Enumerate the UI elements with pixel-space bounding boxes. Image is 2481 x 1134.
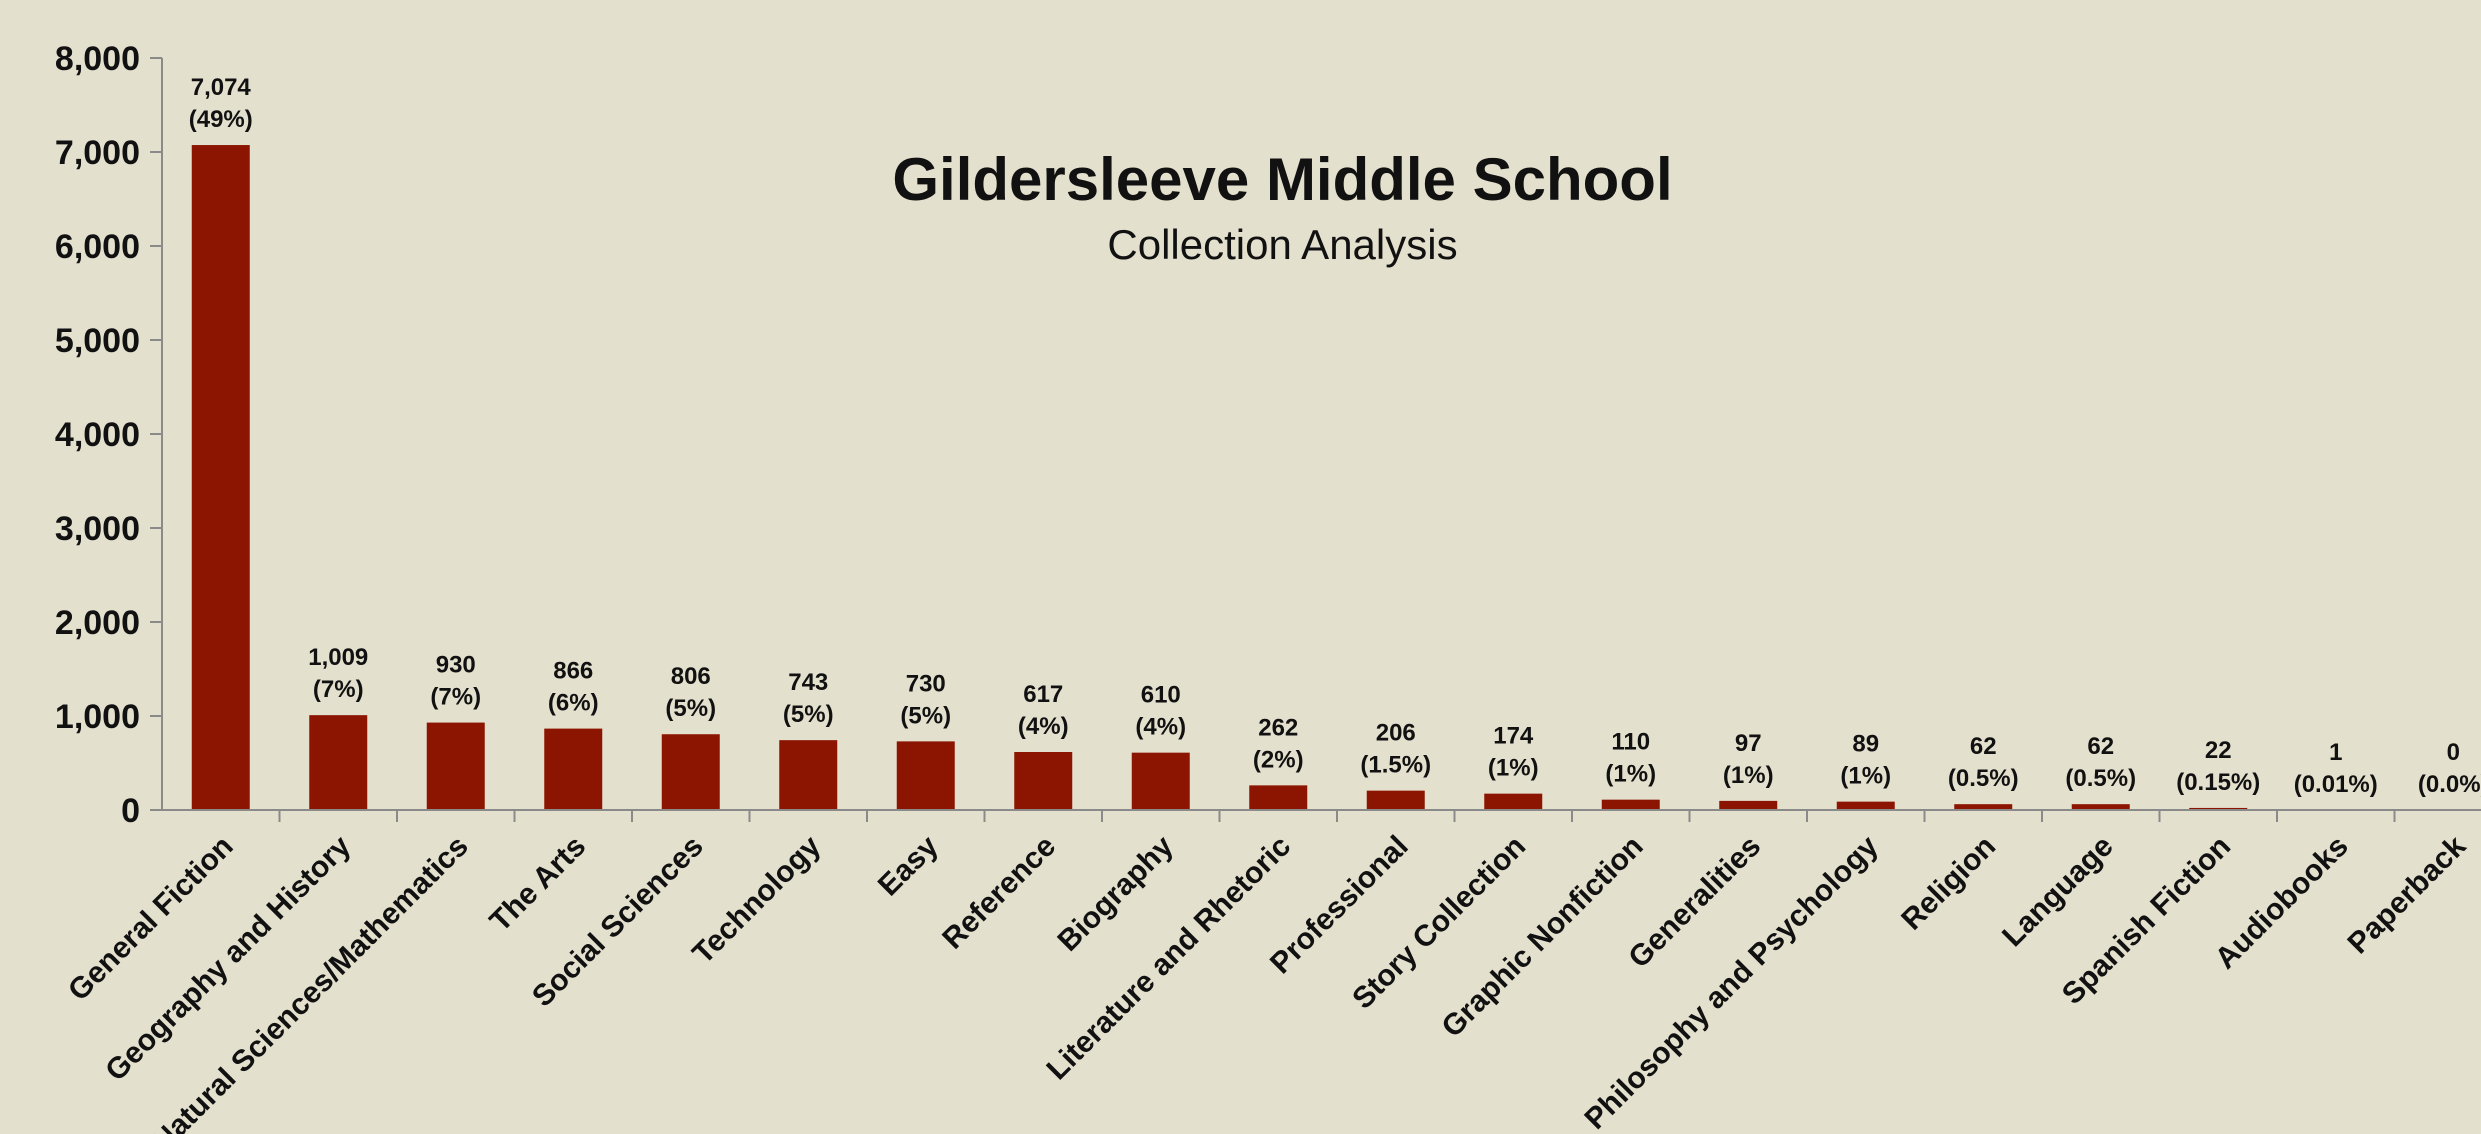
- y-tick-label: 6,000: [55, 228, 140, 266]
- data-label-value: 110: [1611, 729, 1650, 756]
- y-tick-label: 4,000: [55, 416, 140, 454]
- title-block: Gildersleeve Middle School Collection An…: [0, 150, 2481, 266]
- data-label-value: 1: [2329, 739, 2342, 766]
- y-tick-label: 7,000: [55, 134, 140, 172]
- y-tick-label: 8,000: [55, 40, 140, 78]
- data-label-value: 930: [436, 652, 476, 679]
- data-label-percent: (2%): [1253, 746, 1304, 773]
- bar: [1249, 785, 1308, 810]
- x-tick-label: Literature and Rhetoric: [1040, 830, 1297, 1087]
- bar: [309, 715, 368, 810]
- data-label-percent: (49%): [189, 106, 253, 133]
- bar: [896, 741, 955, 810]
- data-label-value: 89: [1852, 731, 1879, 758]
- data-label-value: 206: [1376, 720, 1416, 747]
- data-label-percent: (1.5%): [1360, 752, 1431, 779]
- data-label-value: 174: [1493, 723, 1534, 750]
- x-tick-label: Geography and History: [99, 829, 357, 1087]
- bar: [544, 728, 603, 810]
- bar: [1366, 790, 1425, 810]
- data-label-value: 1,009: [308, 644, 368, 671]
- data-label-percent: (5%): [900, 702, 951, 729]
- y-tick-label: 5,000: [55, 322, 140, 360]
- data-label-percent: (6%): [548, 690, 599, 717]
- x-tick-label: Technology: [686, 829, 827, 970]
- data-label-percent: (1%): [1723, 762, 1774, 789]
- x-tick-label: Language: [1996, 830, 2120, 954]
- y-tick-label: 1,000: [55, 698, 140, 736]
- y-axis: 0 1,000 2,000 3,000 4,000 5,000 6,000 7,000 8,00…: [55, 40, 163, 830]
- data-label-value: 62: [1970, 733, 1997, 760]
- data-label-value: 610: [1141, 682, 1181, 709]
- data-label-value: 866: [553, 658, 593, 685]
- data-label-value: 806: [671, 663, 711, 690]
- data-label-value: 730: [906, 670, 946, 697]
- bar: [661, 734, 720, 810]
- y-tick-label: 0: [121, 792, 140, 830]
- data-label-value: 97: [1735, 730, 1762, 757]
- bar: [2071, 804, 2130, 810]
- bars: [191, 145, 2365, 810]
- data-label-value: 262: [1258, 714, 1298, 741]
- data-label-value: 7,074: [191, 74, 252, 101]
- bar: [426, 722, 485, 810]
- bar: [1719, 800, 1778, 810]
- bar: [1014, 752, 1073, 810]
- data-label-percent: (0.5%): [1948, 765, 2019, 792]
- data-labels: 7,074 (49%) 1,009 (7%) 930 (7%) 866 (6%) 806 (5%)…: [189, 74, 2481, 798]
- data-label-percent: (0.0%): [2418, 771, 2481, 798]
- chart-subtitle: Collection Analysis: [1107, 221, 1458, 268]
- data-label-percent: (1%): [1488, 755, 1539, 782]
- x-tick-label: Biography: [1051, 829, 1179, 957]
- x-tick-label: The Arts: [484, 830, 593, 939]
- bar: [1484, 793, 1543, 810]
- data-label-percent: (1%): [1840, 763, 1891, 790]
- data-label-percent: (5%): [783, 701, 834, 728]
- bar: [1601, 799, 1660, 810]
- data-label-value: 617: [1023, 681, 1063, 708]
- bar: [1836, 801, 1895, 810]
- data-label-percent: (5%): [665, 695, 716, 722]
- data-label-value: 0: [2447, 739, 2460, 766]
- data-label-percent: (0.5%): [2065, 765, 2136, 792]
- bar: [191, 145, 250, 810]
- bar: [1131, 752, 1190, 810]
- bar: [1954, 804, 2013, 810]
- data-label-percent: (4%): [1135, 714, 1186, 741]
- x-tick-label: Religion: [1895, 830, 2002, 937]
- data-label-value: 22: [2205, 737, 2232, 764]
- data-label-percent: (7%): [313, 676, 364, 703]
- bar: [2189, 807, 2248, 810]
- x-tick-label: Graphic Nonfiction: [1435, 830, 1649, 1044]
- y-tick-label: 2,000: [55, 604, 140, 642]
- data-label-percent: (0.15%): [2176, 769, 2260, 796]
- data-label-percent: (0.01%): [2294, 771, 2378, 798]
- chart-title: Gildersleeve Middle School: [892, 146, 1673, 213]
- data-label-percent: (4%): [1018, 713, 1069, 740]
- data-label-percent: (7%): [430, 684, 481, 711]
- data-label-value: 743: [788, 669, 828, 696]
- x-tick-label: Reference: [936, 830, 1062, 956]
- x-tick-label: Paperback: [2342, 829, 2473, 960]
- bar: [779, 740, 838, 810]
- data-label-value: 62: [2087, 733, 2114, 760]
- x-tick-label: Easy: [872, 829, 945, 902]
- data-label-percent: (1%): [1605, 761, 1656, 788]
- y-tick-label: 3,000: [55, 510, 140, 548]
